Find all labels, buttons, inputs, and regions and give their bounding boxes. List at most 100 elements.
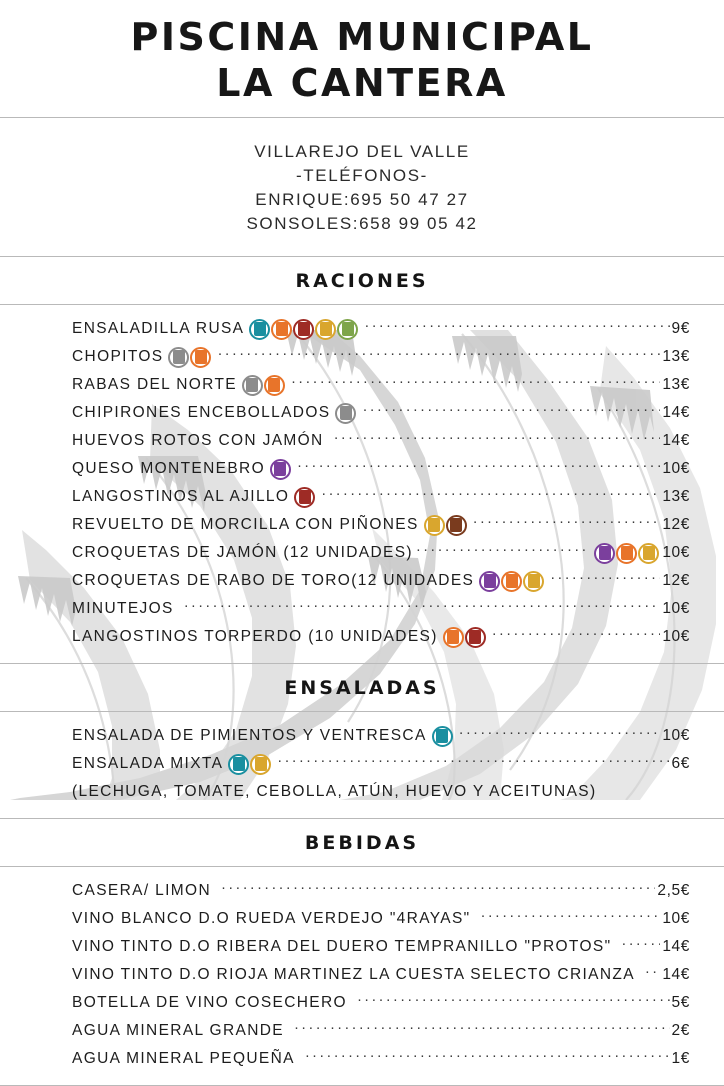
menu-item-name: CHIPIRONES ENCEBOLLADOS bbox=[72, 404, 331, 422]
menu-item-row: CROQUETAS DE JAMÓN (12 UNIDADES) 10€ bbox=[0, 539, 724, 567]
menu-item-name: CROQUETAS DE JAMÓN (12 UNIDADES) bbox=[72, 544, 413, 562]
dot-leader bbox=[481, 911, 661, 927]
dot-leader bbox=[416, 545, 587, 561]
dot-leader bbox=[492, 629, 661, 645]
menu-item-price: 2€ bbox=[671, 1022, 690, 1040]
section-body-bebidas: CASERA/ LIMON 2,5€ VINO BLANCO D.O RUEDA V… bbox=[0, 867, 724, 1085]
menu-item-price: 2,5€ bbox=[657, 882, 690, 900]
menu-item-row: VINO BLANCO D.O RUEDA VERDEJO "4RAYAS" 10… bbox=[0, 905, 724, 933]
allergen-icon-group bbox=[594, 542, 660, 564]
menu-item-row: LANGOSTINOS AL AJILLO 13€ bbox=[0, 483, 724, 511]
contact-block: VILLAREJO DEL VALLE -TELÉFONOS- ENRIQUE:… bbox=[0, 118, 724, 257]
allergen-icon-group bbox=[442, 626, 487, 648]
allergen-glyph bbox=[246, 378, 259, 393]
menu-item-name: LANGOSTINOS AL AJILLO bbox=[72, 488, 290, 506]
menu-item-price: 13€ bbox=[662, 488, 690, 506]
menu-item-row: VINO TINTO D.O RIOJA MARTINEZ LA CUESTA … bbox=[0, 961, 724, 989]
allergen-glyph bbox=[483, 574, 496, 589]
phone-sonsoles: SONSOLES:658 99 05 42 bbox=[246, 214, 478, 234]
allergen-glyph bbox=[428, 518, 441, 533]
menu-item-price: 5€ bbox=[671, 994, 690, 1012]
menu-item-row: QUESO MONTENEBRO 10€ bbox=[0, 455, 724, 483]
menu-item-price: 10€ bbox=[662, 727, 690, 745]
dot-leader bbox=[305, 1051, 670, 1067]
allergen-icon-fish bbox=[431, 725, 453, 747]
dot-leader bbox=[321, 489, 660, 505]
allergen-icon-group bbox=[294, 486, 316, 508]
title-line-1: PISCINA MUNICIPAL bbox=[130, 15, 594, 59]
divider-under-title bbox=[0, 116, 724, 118]
section-body-ensaladas: ENSALADA DE PIMIENTOS Y VENTRESCA 10€ ENSA… bbox=[0, 712, 724, 818]
menu-item-name: CASERA/ LIMON bbox=[72, 882, 211, 900]
menu-item-name: LANGOSTINOS TORPERDO (10 UNIDADES) bbox=[72, 628, 438, 646]
allergen-icon-group bbox=[431, 725, 454, 747]
menu-item-row: HUEVOS ROTOS CON JAMÓN 14€ bbox=[0, 427, 724, 455]
menu-page: PISCINA MUNICIPAL LA CANTERA VILLAREJO D… bbox=[0, 0, 724, 1024]
menu-item-name: CHOPITOS bbox=[72, 348, 164, 366]
allergen-icon-nuts bbox=[445, 514, 467, 536]
allergen-icon-celery bbox=[337, 318, 359, 340]
menu-item-row: CHOPITOS 13€ bbox=[0, 343, 724, 371]
allergen-glyph bbox=[172, 350, 185, 365]
allergen-icon-gluten bbox=[616, 542, 638, 564]
divider-under-raciones bbox=[0, 304, 724, 306]
allergen-icon-milk bbox=[269, 458, 291, 480]
section-note: (LECHUGA, TOMATE, CEBOLLA, ATÚN, HUEVO Y… bbox=[72, 783, 597, 801]
section-heading-bebidas: BEBIDAS bbox=[304, 832, 420, 855]
dot-leader bbox=[294, 1023, 670, 1039]
menu-item-row: REVUELTO DE MORCILLA CON PIÑONES 12€ bbox=[0, 511, 724, 539]
dot-leader bbox=[184, 601, 661, 617]
menu-item-price: 10€ bbox=[662, 600, 690, 618]
title-line-2: LA CANTERA bbox=[216, 61, 508, 106]
menu-item-row: VINO TINTO D.O RIBERA DEL DUERO TEMPRANI… bbox=[0, 933, 724, 961]
menu-item-price: 14€ bbox=[662, 404, 690, 422]
menu-item-price: 10€ bbox=[662, 910, 690, 928]
menu-item-name: ENSALADA DE PIMIENTOS Y VENTRESCA bbox=[72, 727, 427, 745]
allergen-glyph bbox=[253, 322, 266, 337]
menu-item-name: BOTELLA DE VINO COSECHERO bbox=[72, 994, 347, 1012]
menu-item-price: 10€ bbox=[662, 544, 690, 562]
allergen-icon-gluten bbox=[263, 374, 285, 396]
divider-under-bebidas bbox=[0, 866, 724, 868]
allergen-glyph bbox=[194, 350, 207, 365]
allergen-icon-crustacean bbox=[294, 486, 316, 508]
allergen-glyph bbox=[505, 574, 518, 589]
allergen-icon-fish bbox=[228, 753, 250, 775]
allergen-icon-gluten bbox=[501, 570, 523, 592]
allergen-icon-group bbox=[249, 318, 359, 340]
allergen-glyph bbox=[254, 757, 267, 772]
menu-item-row: BOTELLA DE VINO COSECHERO 5€ bbox=[0, 989, 724, 1017]
menu-item-row: MINUTEJOS 10€ bbox=[0, 595, 724, 623]
dot-leader bbox=[362, 405, 660, 421]
allergen-icon-group bbox=[423, 514, 468, 536]
allergen-icon-group bbox=[228, 753, 272, 775]
menu-item-row: LANGOSTINOS TORPERDO (10 UNIDADES) 10€ bbox=[0, 623, 724, 651]
dot-leader bbox=[357, 995, 670, 1011]
menu-item-price: 6€ bbox=[671, 755, 690, 773]
menu-item-price: 10€ bbox=[662, 628, 690, 646]
section-heading-raciones: RACIONES bbox=[295, 270, 429, 293]
allergen-icon-milk bbox=[479, 570, 501, 592]
menu-item-row: ENSALADILLA RUSA 9€ bbox=[0, 315, 724, 343]
menu-item-name: ENSALADA MIXTA bbox=[72, 755, 224, 773]
allergen-icon-group bbox=[479, 570, 545, 592]
menu-item-price: 12€ bbox=[662, 572, 690, 590]
dot-leader bbox=[297, 461, 660, 477]
allergen-glyph bbox=[268, 378, 281, 393]
dot-leader bbox=[621, 939, 660, 955]
allergen-icon-mollusc bbox=[335, 402, 357, 424]
menu-item-name: AGUA MINERAL PEQUEÑA bbox=[72, 1050, 295, 1068]
allergen-glyph bbox=[450, 518, 463, 533]
menu-item-name: VINO TINTO D.O RIOJA MARTINEZ LA CUESTA … bbox=[72, 966, 635, 984]
allergen-glyph bbox=[620, 546, 633, 561]
menu-item-name: QUESO MONTENEBRO bbox=[72, 460, 265, 478]
menu-item-price: 14€ bbox=[662, 966, 690, 984]
allergen-icon-milk bbox=[594, 542, 616, 564]
divider-above-raciones bbox=[0, 256, 724, 258]
menu-item-name: VINO TINTO D.O RIBERA DEL DUERO TEMPRANI… bbox=[72, 938, 612, 956]
phone-enrique: ENRIQUE:695 50 47 27 bbox=[255, 189, 469, 209]
allergen-icon-group bbox=[168, 346, 212, 368]
allergen-glyph bbox=[339, 406, 352, 421]
menu-item-price: 14€ bbox=[662, 938, 690, 956]
